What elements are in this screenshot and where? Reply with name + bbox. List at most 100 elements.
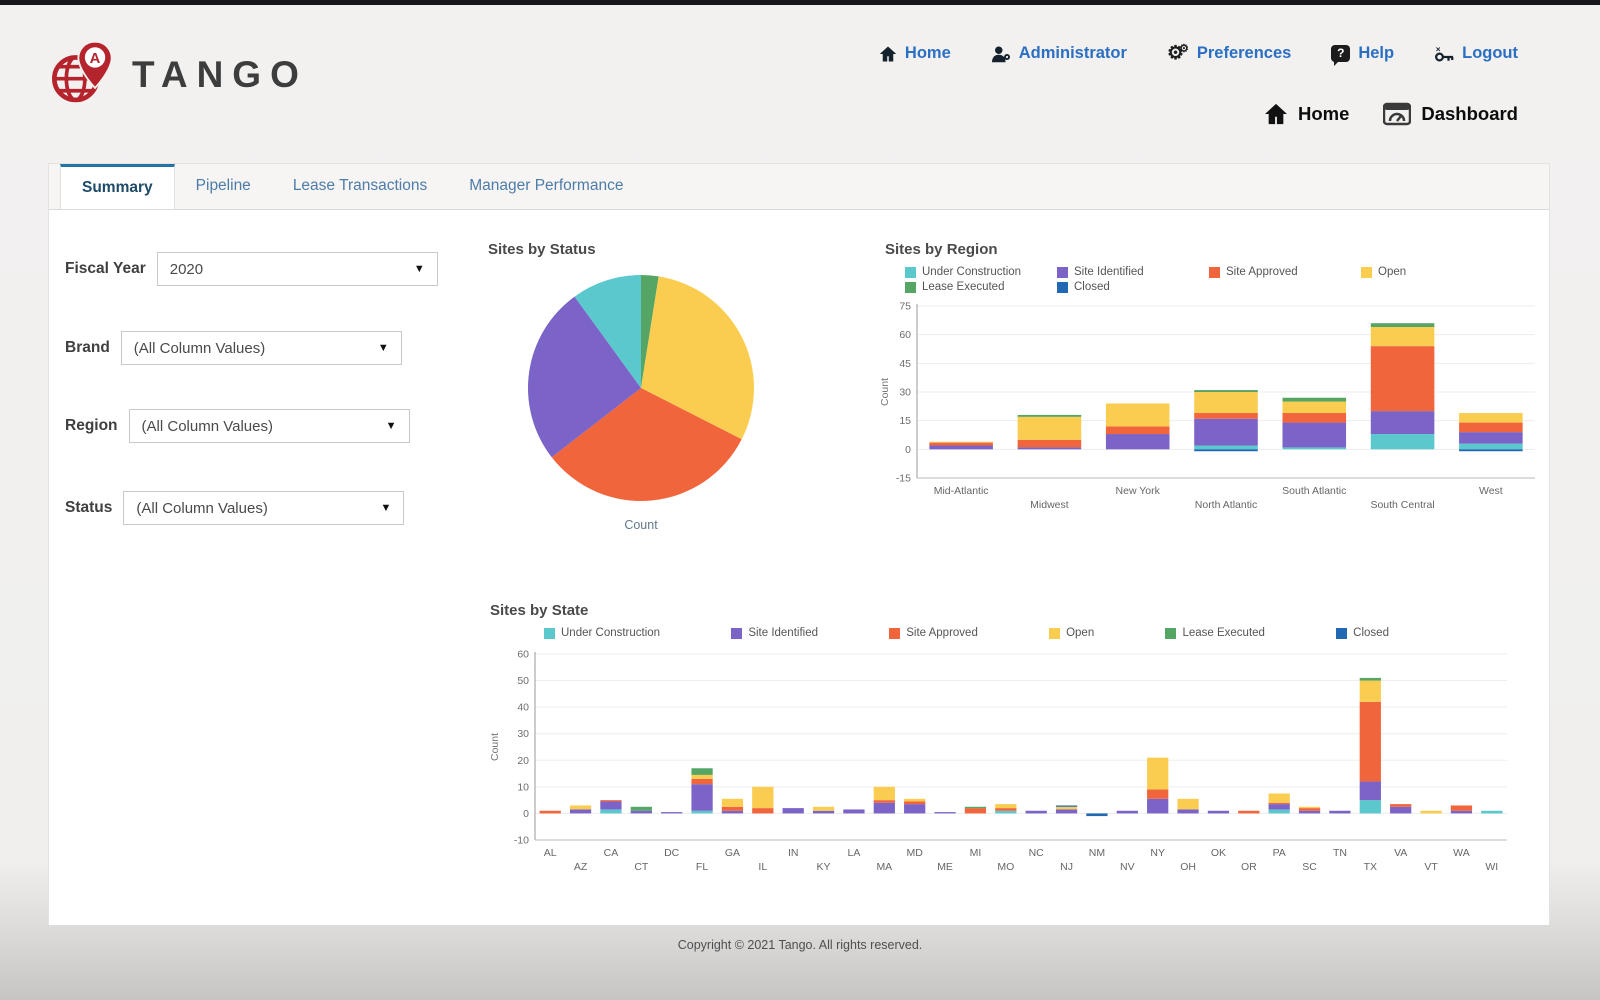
bar-segment: [1282, 413, 1347, 423]
svg-text:30: 30: [517, 728, 529, 740]
legend-label: Closed: [1353, 627, 1389, 639]
nav-logout-label: Logout: [1462, 44, 1518, 62]
bar-segment: [1105, 426, 1170, 435]
legend-label: Site Approved: [1226, 266, 1298, 278]
sites-by-region-bar-chart: -15 0 15 30 45 60 75 Count Mid-Atlantic Midwest Ne…: [879, 301, 1535, 511]
svg-text:-10: -10: [514, 835, 529, 847]
bar-segment: [1055, 806, 1078, 810]
svg-text:South Central: South Central: [1370, 499, 1434, 511]
bar-segment: [1177, 798, 1199, 810]
breadcrumb-home[interactable]: Home: [1264, 103, 1349, 125]
svg-text:60: 60: [517, 649, 529, 661]
legend-label: Site Identified: [1074, 266, 1144, 278]
bar-segment: [661, 812, 683, 814]
legend-item-open: Open: [1361, 266, 1513, 278]
svg-text:0: 0: [523, 808, 529, 820]
svg-text:75: 75: [899, 301, 911, 313]
nav-preferences-label: Preferences: [1196, 44, 1292, 62]
chevron-down-icon: ▼: [413, 263, 425, 275]
legend-label: Under Construction: [922, 266, 1022, 278]
fiscal-year-select[interactable]: 2020 ▼: [156, 252, 438, 286]
breadcrumb-dashboard-label: Dashboard: [1421, 103, 1518, 124]
bar-segment: [1194, 413, 1258, 419]
bar-segment: [1370, 327, 1435, 347]
svg-text:MD: MD: [907, 847, 924, 859]
filter-status: Status (All Column Values) ▼: [65, 491, 405, 525]
svg-text:WI: WI: [1485, 861, 1498, 873]
bar-segment: [1194, 418, 1258, 446]
region-value: (All Column Values): [141, 417, 273, 435]
legend-item-under-construction: Under Construction: [544, 627, 660, 639]
bar-segment: [873, 786, 895, 801]
tab-pipeline[interactable]: Pipeline: [195, 177, 251, 194]
chevron-down-icon: ▼: [380, 502, 392, 514]
bar-segment: [1450, 810, 1473, 814]
content-card: Summary Pipeline Lease Transactions Mana…: [48, 163, 1550, 925]
bar-segment: [1390, 804, 1412, 807]
legend-swatch: [1209, 266, 1220, 278]
legend-label: Open: [1066, 627, 1095, 639]
bar-segment: [1370, 411, 1435, 435]
bar-segment: [1359, 680, 1381, 702]
sites-by-state-legend: Under Construction Site Identified Site Ap…: [544, 627, 1389, 639]
bar-segment: [1086, 813, 1108, 817]
status-label: Status: [65, 499, 113, 516]
fiscal-year-label: Fiscal Year: [65, 260, 146, 277]
nav-preferences[interactable]: ⚙⚙ Preferences: [1167, 44, 1292, 64]
bar-segment: [1459, 443, 1523, 450]
bar-segment: [691, 778, 713, 785]
filter-fiscal-year: Fiscal Year 2020 ▼: [65, 252, 438, 286]
nav-logout[interactable]: × Logout: [1434, 44, 1518, 63]
bar-segment: [1055, 809, 1078, 814]
legend-label: Closed: [1074, 281, 1110, 293]
svg-text:50: 50: [517, 675, 529, 687]
region-select[interactable]: (All Column Values) ▼: [128, 409, 410, 443]
breadcrumb-dashboard[interactable]: Dashboard: [1383, 102, 1518, 126]
legend-item-lease-executed: Lease Executed: [1165, 627, 1265, 639]
svg-text:MI: MI: [970, 847, 982, 859]
bar-segment: [995, 804, 1017, 809]
bar-segment: [1194, 449, 1258, 452]
legend-item-lease-executed: Lease Executed: [905, 281, 1057, 293]
region-label: Region: [65, 417, 118, 434]
legend-item-site-identified: Site Identified: [1057, 266, 1209, 278]
tab-summary[interactable]: Summary: [60, 164, 175, 209]
bar-segment: [1359, 701, 1381, 782]
bar-segment: [1282, 397, 1347, 402]
tab-bar: Summary Pipeline Lease Transactions Mana…: [49, 164, 1549, 210]
bar-segment: [1459, 449, 1523, 452]
nav-administrator[interactable]: Administrator: [991, 44, 1127, 63]
bar-segment: [1459, 432, 1523, 444]
tab-lease-transactions[interactable]: Lease Transactions: [292, 177, 428, 194]
legend-swatch: [889, 627, 901, 639]
bar-segment: [691, 810, 713, 814]
logout-icon: ×: [1435, 45, 1454, 61]
sites-by-region-title: Sites by Region: [885, 241, 998, 258]
bar-segment: [539, 810, 561, 814]
legend-swatch: [1049, 627, 1061, 639]
tab-manager-performance[interactable]: Manager Performance: [469, 177, 624, 194]
bar-segment: [721, 810, 744, 814]
legend-label: Lease Executed: [922, 281, 1005, 293]
bar-segment: [904, 798, 926, 802]
pie-slice-open: [641, 276, 754, 440]
bar-segment: [691, 768, 713, 775]
brand-value: (All Column Values): [133, 339, 266, 357]
bar-segment: [964, 808, 987, 814]
status-select[interactable]: (All Column Values) ▼: [123, 491, 405, 525]
bar-segment: [929, 445, 993, 450]
bar-segment: [873, 802, 895, 814]
bar-segment: [1282, 422, 1347, 448]
bar-segment: [630, 806, 652, 811]
legend-swatch: [905, 281, 916, 293]
nav-help[interactable]: ? Help: [1331, 44, 1394, 66]
nav-home[interactable]: Home: [879, 44, 951, 63]
bar-segment: [964, 806, 987, 809]
nav-home-label: Home: [904, 44, 951, 62]
svg-text:LA: LA: [848, 847, 861, 859]
brand-select[interactable]: (All Column Values) ▼: [120, 331, 402, 365]
legend-label: Site Identified: [748, 627, 818, 639]
svg-text:40: 40: [517, 702, 529, 714]
svg-text:OH: OH: [1180, 861, 1196, 873]
